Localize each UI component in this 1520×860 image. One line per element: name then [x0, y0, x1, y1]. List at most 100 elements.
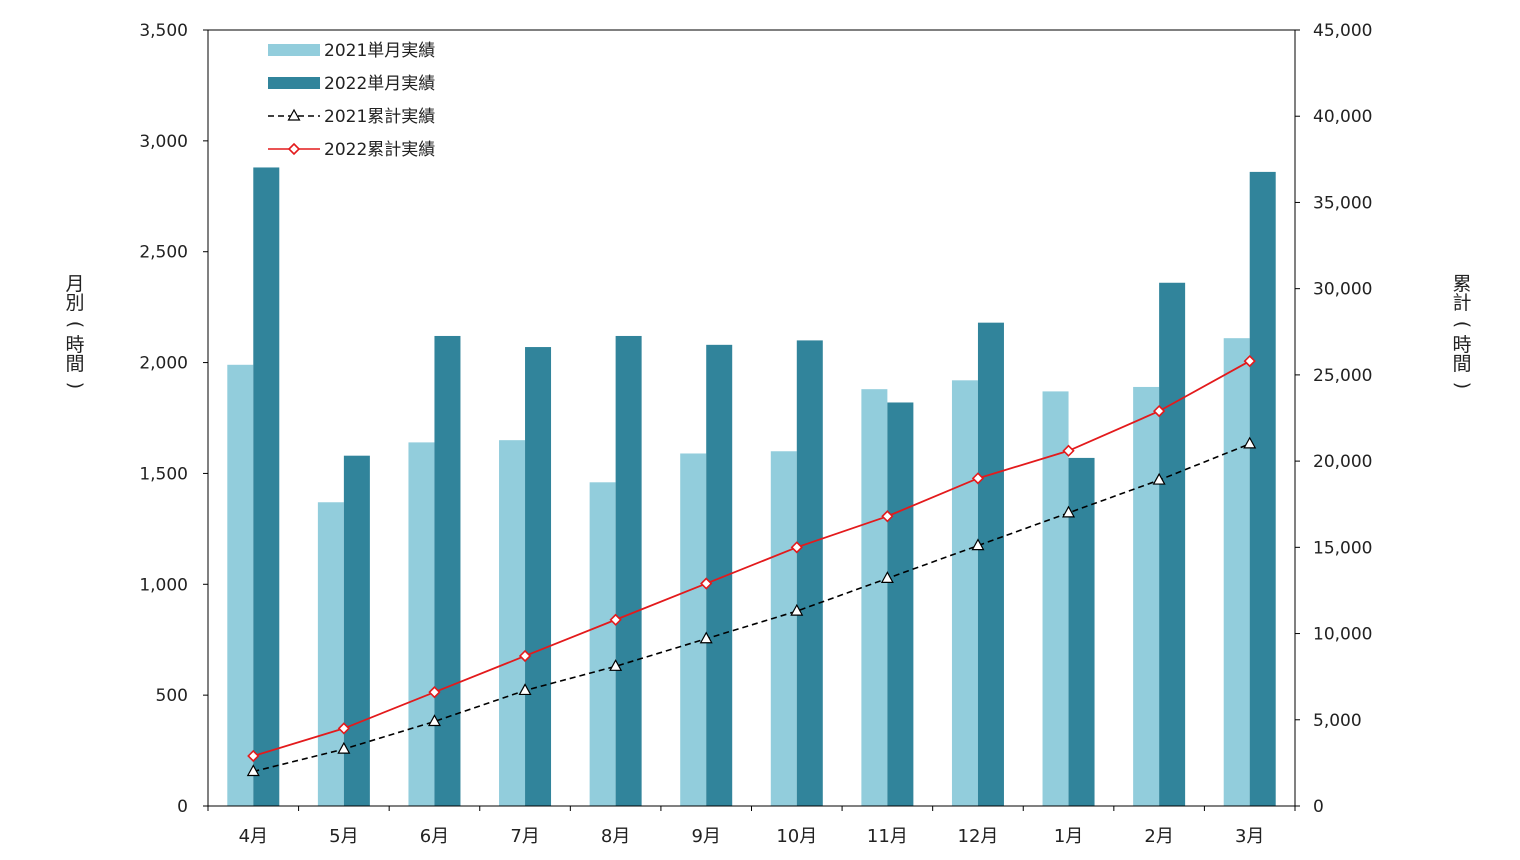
y-right-tick-label: 30,000	[1313, 280, 1372, 300]
bar-2022単月実績-1月	[1068, 457, 1095, 806]
y-left-tick-label: 3,500	[139, 21, 188, 41]
bar-2022単月実績-11月	[887, 402, 914, 806]
axis-title-char: 計	[1452, 292, 1472, 314]
point-2022累計実績-11月	[881, 510, 894, 523]
x-tick-label: 7月	[510, 826, 539, 847]
y-right-tick-label: 40,000	[1313, 107, 1372, 127]
y-right-tick-label: 25,000	[1313, 366, 1372, 386]
lines-layer	[246, 354, 1257, 777]
legend-swatch-2022単月実績	[268, 77, 320, 89]
bar-2022単月実績-10月	[796, 340, 823, 806]
point-2022累計実績-2月	[1152, 404, 1166, 418]
y-left-tick-label: 500	[156, 686, 188, 706]
point-2021累計実績-8月	[609, 659, 623, 671]
axis-title-char: 時	[1452, 334, 1472, 356]
y-left-tick-label: 1,500	[139, 464, 188, 484]
point-2022累計実績-6月	[428, 686, 441, 699]
axis-title-char: 別	[65, 292, 85, 314]
y-right-tick-label: 45,000	[1313, 21, 1372, 41]
y-right-tick-label: 20,000	[1313, 452, 1372, 472]
x-tick-label: 4月	[239, 826, 268, 847]
y-left-tick-label: 0	[177, 797, 188, 817]
x-tick-label: 2月	[1144, 826, 1173, 847]
point-2021累計実績-9月	[699, 631, 713, 644]
y-axis-left-title: 月別 (時間)	[63, 275, 87, 397]
point-2021累計実績-5月	[337, 741, 351, 754]
point-2022累計実績-7月	[518, 649, 532, 663]
x-tick-label: 5月	[329, 826, 358, 847]
axis-title-char: (	[1451, 320, 1474, 329]
bars-layer	[227, 167, 1276, 806]
bar-2022単月実績-2月	[1159, 282, 1186, 806]
x-tick-label: 12月	[958, 826, 999, 847]
point-2022累計実績-10月	[790, 541, 803, 554]
point-2022累計実績-1月	[1062, 444, 1075, 457]
point-2021累計実績-1月	[1062, 505, 1076, 518]
bar-2021単月実績-6月	[408, 442, 435, 806]
bar-2021単月実績-5月	[317, 502, 344, 806]
axis-title-char: 累	[1452, 273, 1472, 295]
point-2021累計実績-10月	[790, 603, 804, 616]
x-tick-label: 1月	[1054, 826, 1083, 847]
point-2021累計実績-12月	[971, 538, 985, 551]
bar-2021単月実績-12月	[951, 380, 978, 806]
y-left-tick-label: 2,000	[139, 354, 188, 374]
axis-title-char: 間	[65, 353, 85, 375]
bar-2021単月実績-8月	[589, 482, 616, 806]
y-right-tick-label: 5,000	[1313, 711, 1362, 731]
x-tick-label: 10月	[776, 826, 817, 847]
point-2021累計実績-11月	[880, 571, 894, 583]
legend-label-2022累計実績: 2022累計実績	[324, 140, 435, 160]
bar-2022単月実績-6月	[434, 335, 461, 806]
y-left-tick-label: 2,500	[139, 243, 188, 263]
bar-2021単月実績-7月	[499, 440, 526, 806]
bar-2021単月実績-11月	[861, 389, 888, 806]
axis-title-char: 月	[65, 273, 85, 295]
y-axis-right-title: 累計 ( 時間)	[1450, 275, 1474, 397]
bar-2021単月実績-1月	[1042, 391, 1069, 806]
bar-2021単月実績-3月	[1223, 338, 1250, 806]
point-2022累計実績-5月	[337, 722, 351, 735]
point-2022累計実績-4月	[247, 749, 260, 763]
y-right-tick-label: 10,000	[1313, 625, 1372, 645]
y-right-tick-label: 15,000	[1313, 538, 1372, 558]
bar-2022単月実績-8月	[615, 335, 642, 806]
legend-marker-2021累計実績	[287, 108, 301, 121]
axis-title-char: 間	[1452, 353, 1472, 375]
bar-2022単月実績-4月	[253, 167, 280, 806]
legend: 2021単月実績 2022単月実績 2021累計実績 2022累計実績	[268, 41, 435, 160]
point-2021累計実績-2月	[1152, 472, 1166, 485]
axis-title-char: )	[1451, 381, 1474, 390]
series-line-2021累計実績	[253, 443, 1251, 773]
legend-label-2021累計実績: 2021累計実績	[324, 107, 435, 127]
y-right-tick-label: 0	[1313, 797, 1324, 817]
bar-2022単月実績-12月	[977, 322, 1004, 806]
x-tick-label: 11月	[867, 826, 908, 847]
point-2022累計実績-8月	[609, 613, 622, 626]
point-2022累計実績-9月	[700, 577, 713, 590]
legend-label-2022単月実績: 2022単月実績	[324, 74, 435, 94]
axis-title-char: )	[64, 381, 87, 390]
legend-label-2021単月実績: 2021単月実績	[324, 41, 435, 61]
point-2021累計実績-6月	[427, 714, 441, 727]
legend-swatch-2021単月実績	[268, 44, 320, 56]
x-tick-label: 9月	[691, 826, 720, 847]
y-left-tick-label: 1,000	[139, 575, 188, 595]
bar-2022単月実績-5月	[343, 455, 370, 806]
y-right-tick-label: 35,000	[1313, 193, 1372, 213]
point-2021累計実績-3月	[1243, 436, 1257, 449]
point-2021累計実績-7月	[518, 683, 532, 696]
x-tick-label: 8月	[601, 826, 630, 847]
y-left-tick-label: 3,000	[139, 132, 188, 152]
series-line-2022累計実績	[253, 360, 1251, 757]
bar-2022単月実績-7月	[525, 347, 552, 806]
x-tick-label: 6月	[420, 826, 449, 847]
bar-2021単月実績-2月	[1133, 386, 1160, 806]
point-2021累計実績-4月	[246, 764, 260, 777]
legend-marker-2022累計実績	[287, 142, 301, 156]
axes-layer: 0 500 1,000 1,500 2,000 2,500 3,000 3,500 0 5,000…	[139, 21, 1372, 847]
bar-2022単月実績-3月	[1249, 171, 1276, 806]
bar-2021単月実績-9月	[680, 453, 707, 806]
axis-title-char: 時	[65, 334, 85, 356]
